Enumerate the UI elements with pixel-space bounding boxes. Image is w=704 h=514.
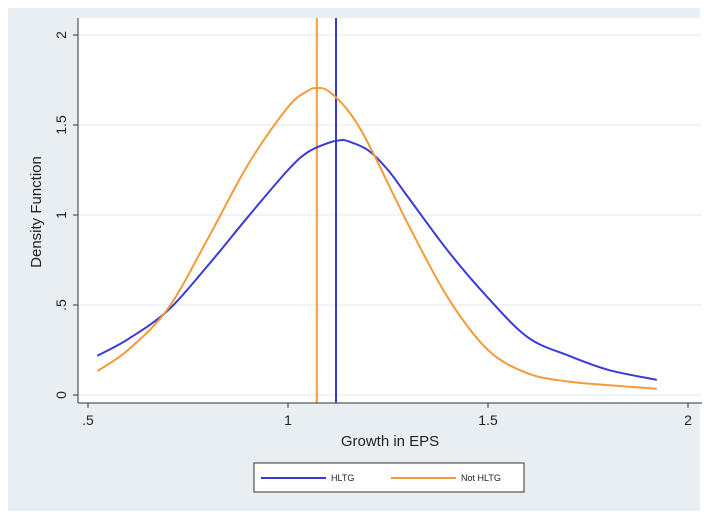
x-axis-ticks: .5 1 1.5 2 [82,403,692,428]
x-tick-label-0: .5 [82,412,94,428]
y-axis-ticks: 0 .5 1 1.5 2 [53,31,78,399]
y-tick-label-4: 2 [53,31,69,39]
x-axis-title: Growth in EPS [341,433,439,450]
plot-area [78,18,702,403]
axes [77,18,702,404]
legend-label-hltg: HLTG [331,473,354,483]
x-tick-label-2: 1.5 [478,412,498,428]
y-axis-title: Density Function [28,156,45,268]
mean-lines [315,18,337,403]
series-lines [97,86,657,390]
legend-label-not-hltg: Not HLTG [461,473,501,483]
series-line-not-hltg [97,86,657,390]
grid-lines [78,34,702,396]
series-line-hltg [97,139,657,381]
legend: HLTG Not HLTG [253,462,525,493]
y-tick-label-2: 1 [53,211,69,219]
y-tick-label-1: .5 [53,299,69,311]
y-tick-label-3: 1.5 [53,115,69,135]
x-tick-label-3: 2 [684,412,692,428]
x-tick-label-1: 1 [284,412,292,428]
y-tick-label-0: 0 [53,391,69,399]
